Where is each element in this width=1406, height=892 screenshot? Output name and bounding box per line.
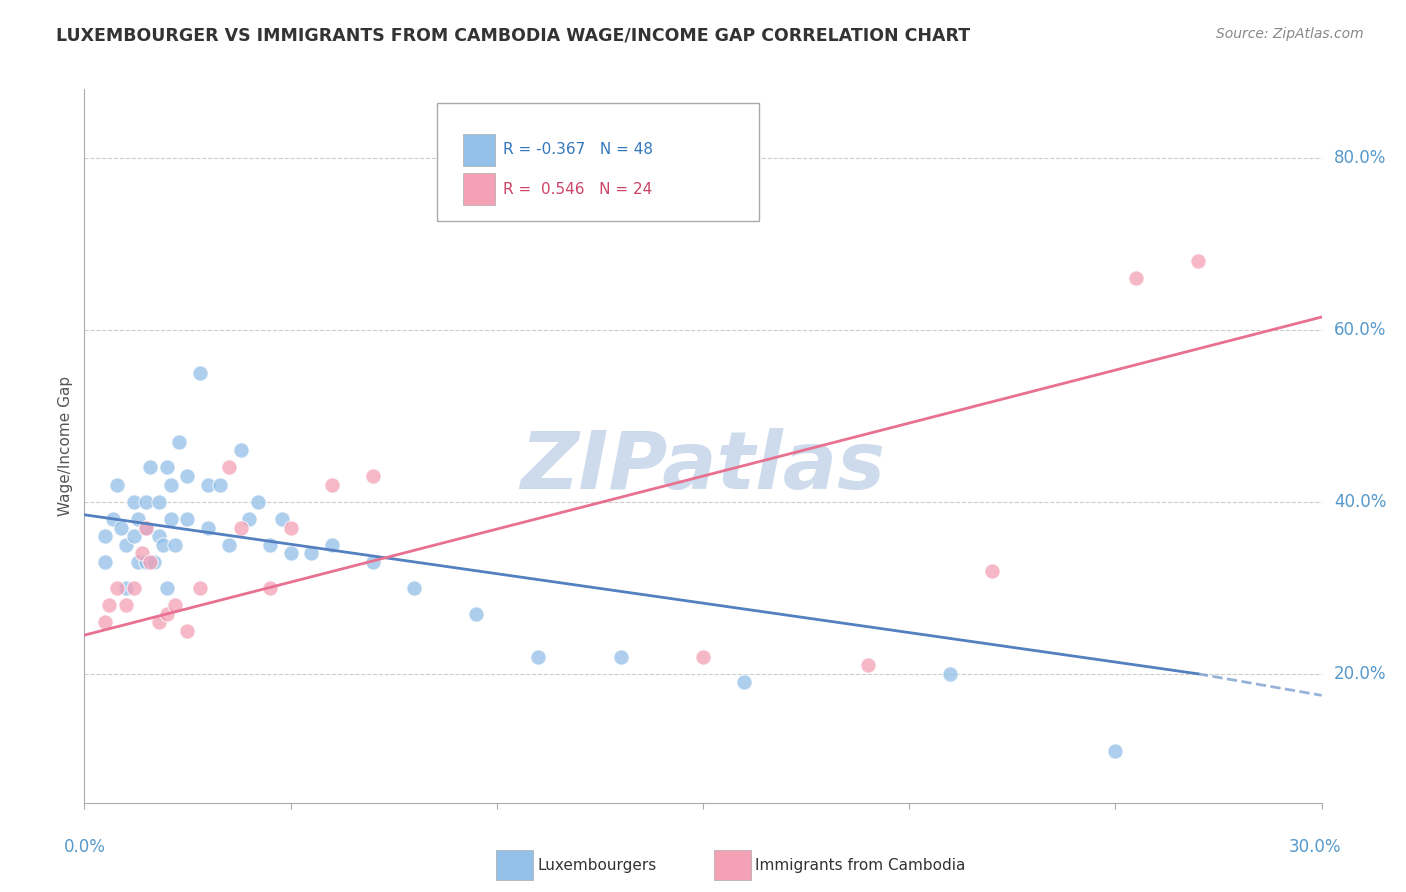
FancyBboxPatch shape — [463, 134, 495, 166]
Point — [114, 581, 136, 595]
Point — [271, 512, 294, 526]
Point — [152, 538, 174, 552]
Point — [188, 366, 211, 380]
Point — [197, 477, 219, 491]
Point — [135, 521, 157, 535]
Point — [527, 649, 550, 664]
Point — [218, 460, 240, 475]
Point — [176, 512, 198, 526]
Point — [143, 555, 166, 569]
Point — [103, 512, 125, 526]
Point — [114, 538, 136, 552]
Point — [246, 495, 269, 509]
Point — [465, 607, 488, 621]
Point — [135, 555, 157, 569]
Point — [229, 443, 252, 458]
Text: 80.0%: 80.0% — [1334, 149, 1386, 167]
Text: 30.0%: 30.0% — [1288, 838, 1341, 856]
Point — [148, 615, 170, 630]
Text: 0.0%: 0.0% — [63, 838, 105, 856]
Y-axis label: Wage/Income Gap: Wage/Income Gap — [58, 376, 73, 516]
Point — [131, 546, 153, 560]
Point — [139, 555, 162, 569]
Point — [98, 598, 121, 612]
Point — [361, 555, 384, 569]
Point — [1104, 744, 1126, 758]
Point — [167, 434, 190, 449]
Text: LUXEMBOURGER VS IMMIGRANTS FROM CAMBODIA WAGE/INCOME GAP CORRELATION CHART: LUXEMBOURGER VS IMMIGRANTS FROM CAMBODIA… — [56, 27, 970, 45]
Point — [280, 521, 302, 535]
Text: 40.0%: 40.0% — [1334, 493, 1386, 511]
Text: 20.0%: 20.0% — [1334, 665, 1386, 683]
Point — [148, 495, 170, 509]
Point — [980, 564, 1002, 578]
Point — [156, 460, 179, 475]
Point — [160, 512, 183, 526]
FancyBboxPatch shape — [437, 103, 759, 221]
Point — [856, 658, 879, 673]
Point — [692, 649, 714, 664]
Point — [135, 521, 157, 535]
Point — [165, 598, 187, 612]
Point — [139, 460, 162, 475]
Point — [122, 581, 145, 595]
Point — [176, 469, 198, 483]
Point — [122, 529, 145, 543]
Text: 60.0%: 60.0% — [1334, 321, 1386, 339]
Point — [321, 477, 343, 491]
Point — [939, 666, 962, 681]
Point — [1125, 271, 1147, 285]
Point — [259, 538, 281, 552]
Point — [176, 624, 198, 638]
Text: Luxembourgers: Luxembourgers — [537, 858, 657, 872]
Point — [127, 512, 149, 526]
Text: R =  0.546   N = 24: R = 0.546 N = 24 — [502, 182, 652, 196]
Point — [156, 607, 179, 621]
Point — [122, 495, 145, 509]
Point — [148, 529, 170, 543]
Point — [404, 581, 426, 595]
Text: Source: ZipAtlas.com: Source: ZipAtlas.com — [1216, 27, 1364, 41]
Point — [94, 615, 117, 630]
Point — [188, 581, 211, 595]
Point — [609, 649, 631, 664]
Point — [299, 546, 322, 560]
Point — [1187, 254, 1209, 268]
Point — [197, 521, 219, 535]
Point — [280, 546, 302, 560]
Point — [105, 477, 128, 491]
Point — [218, 538, 240, 552]
Point — [127, 555, 149, 569]
Point — [209, 477, 232, 491]
Point — [238, 512, 260, 526]
Point — [229, 521, 252, 535]
Point — [156, 581, 179, 595]
Point — [733, 675, 755, 690]
Text: ZIPatlas: ZIPatlas — [520, 428, 886, 507]
Point — [321, 538, 343, 552]
Text: Immigrants from Cambodia: Immigrants from Cambodia — [755, 858, 966, 872]
Point — [135, 495, 157, 509]
FancyBboxPatch shape — [463, 173, 495, 205]
Point — [361, 469, 384, 483]
Point — [114, 598, 136, 612]
Point — [105, 581, 128, 595]
Text: R = -0.367   N = 48: R = -0.367 N = 48 — [502, 143, 652, 157]
Point — [94, 529, 117, 543]
Point — [94, 555, 117, 569]
Point — [160, 477, 183, 491]
Point — [165, 538, 187, 552]
Point — [259, 581, 281, 595]
Point — [110, 521, 132, 535]
